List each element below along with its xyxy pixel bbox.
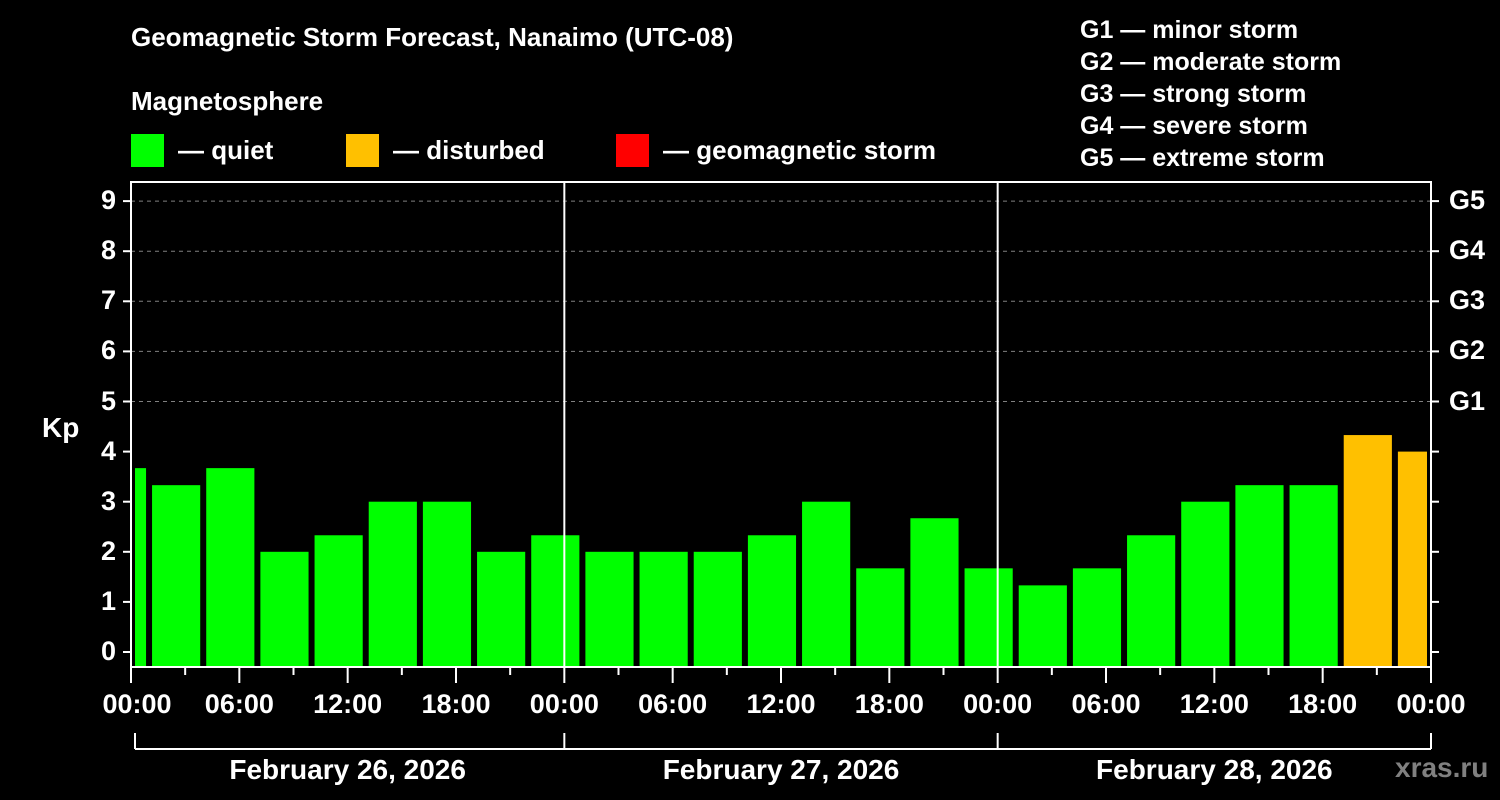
x-tick-label: 12:00 [313,689,383,719]
y-tick-label: 7 [100,285,116,316]
y-tick-label: 6 [100,335,116,366]
g-tick-label: G1 [1449,385,1486,416]
x-tick-label: 06:00 [1071,689,1141,719]
kp-bar [856,568,905,667]
chart-title: Geomagnetic Storm Forecast, Nanaimo (UTC… [131,22,734,52]
g-scale-item: G3 — strong storm [1080,80,1307,108]
x-tick-label: 06:00 [638,689,708,719]
g-scale-legend: G1 — minor storm G2 — moderate storm G3 … [1080,14,1341,174]
legend-swatch-disturbed [346,134,379,167]
x-tick-label: 18:00 [854,689,924,719]
g-scale-item: G5 — extreme storm [1080,144,1325,172]
kp-bar [1181,501,1230,667]
kp-bar [422,501,472,667]
y-axis-label: Kp [42,412,80,443]
date-label: February 27, 2026 [662,754,900,785]
kp-bar [135,468,147,667]
kp-bar [1018,585,1067,667]
kp-bar [368,501,417,667]
y-tick-label: 8 [100,235,116,266]
kp-bar [1072,568,1122,667]
y-tick-label: 5 [100,385,116,416]
x-tick-label: 00:00 [1396,689,1466,719]
g-scale-item: G1 — minor storm [1080,16,1299,44]
kp-bar [802,501,851,667]
g-tick-label: G2 [1449,335,1486,366]
legend-disturbed: — disturbed [346,134,545,167]
legend-swatch-quiet [131,134,164,167]
kp-bar [693,551,742,667]
x-tick-label: 12:00 [746,689,816,719]
chart-subtitle: Magnetosphere [131,86,324,116]
kp-bar [1127,535,1176,667]
date-label: February 26, 2026 [229,754,466,785]
kp-bar [314,535,363,667]
g-tick-label: G3 [1449,285,1486,316]
y-tick-label: 4 [100,435,116,466]
x-tick-label: 18:00 [1288,689,1358,719]
kp-bar [1235,485,1284,667]
kp-bar [531,535,580,667]
kp-bar [1397,451,1427,667]
y-tick-label: 2 [100,535,116,566]
x-tick-label: 18:00 [421,689,491,719]
kp-bar [585,551,634,667]
x-tick-label: 00:00 [963,689,1033,719]
x-tick-label: 06:00 [204,689,274,719]
x-tick-label: 12:00 [1179,689,1249,719]
kp-bar [152,485,201,667]
y-tick-label: 0 [100,636,116,666]
y-tick-label: 3 [100,485,116,516]
y-tick-label: 1 [100,585,116,616]
date-label: February 28, 2026 [1096,754,1333,785]
kp-bar [747,535,797,667]
kp-bar [1343,435,1392,667]
g-tick-label: G5 [1449,185,1486,216]
legend-swatch-storm [616,134,649,167]
kp-bar [1289,485,1338,667]
g-tick-label: G4 [1449,235,1486,266]
g-scale-item: G4 — severe storm [1080,112,1308,140]
kp-bar [206,468,255,667]
legend-quiet: — quiet [131,134,273,167]
watermark: xras.ru [1395,752,1489,783]
kp-bar [910,518,959,667]
legend-label-storm: — geomagnetic storm [663,135,937,165]
kp-bar [964,568,1013,667]
legend-label-disturbed: — disturbed [393,135,545,165]
kp-bar [639,551,688,667]
legend-storm: — geomagnetic storm [616,134,936,167]
y-tick-label: 9 [100,185,116,216]
x-tick-label: 00:00 [529,689,599,719]
g-scale-item: G2 — moderate storm [1080,48,1342,76]
x-tick-label: 00:00 [102,689,172,719]
legend-label-quiet: — quiet [178,135,274,165]
kp-bar [260,551,309,667]
kp-bar [477,551,526,667]
